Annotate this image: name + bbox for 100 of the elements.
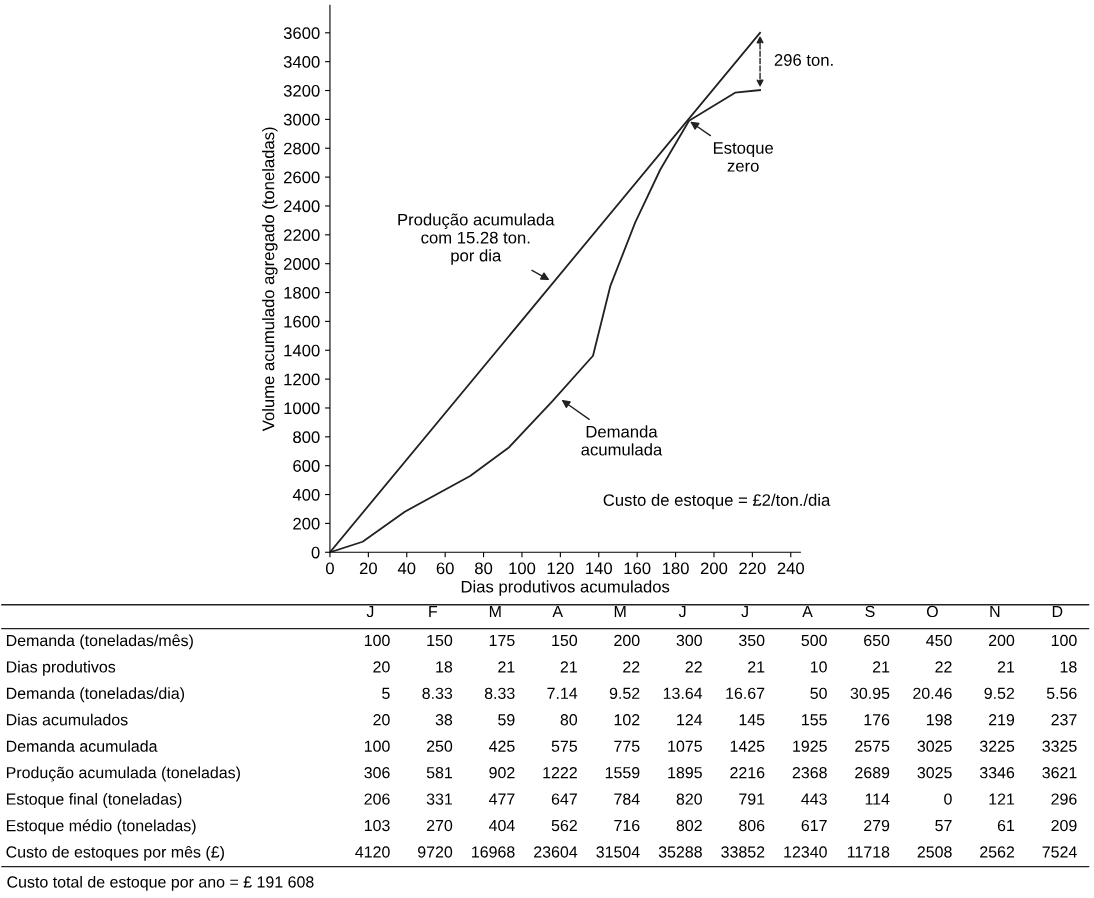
data-label: 617 (801, 819, 827, 832)
x-tick-label: 240 (777, 562, 805, 575)
x-tick-label: 160 (624, 562, 651, 575)
data-label: 21 (748, 661, 765, 673)
x-tick-label: 120 (547, 562, 574, 575)
data-label: 22 (935, 661, 952, 673)
data-label: 7.14 (547, 687, 578, 699)
data-label: 33852 (721, 846, 765, 858)
data-label: 31504 (596, 846, 640, 858)
data-label: 331 (426, 793, 453, 805)
data-label: 477 (488, 793, 515, 805)
data-label: 16968 (472, 846, 515, 858)
data-label: 100 (364, 634, 390, 647)
data-label: 562 (551, 819, 577, 832)
data-label: 3621 (1042, 767, 1077, 779)
data-label: 198 (926, 714, 952, 726)
data-label: 35288 (658, 846, 702, 858)
y-tick-label: 1800 (284, 286, 320, 299)
data-label: 1895 (668, 767, 702, 779)
data-label: 806 (739, 819, 765, 832)
data-label: 21 (997, 661, 1015, 673)
data-label: 1925 (793, 740, 827, 752)
data-label: 1425 (730, 740, 765, 752)
data-label: 9.52 (609, 687, 640, 699)
data-label: 4120 (355, 846, 390, 858)
data-label: 300 (676, 634, 702, 647)
x-tick-label: 0 (325, 562, 334, 575)
x-tick-label: 220 (739, 562, 766, 575)
x-tick-label: M (614, 605, 626, 617)
data-label: 2508 (917, 846, 952, 858)
y-tick-label: Dias acumulados (6, 713, 128, 726)
data-label: 22 (685, 661, 702, 673)
x-tick-label: O (926, 605, 938, 618)
data-label: 8.33 (484, 687, 515, 699)
y-tick-label: Estoque final (toneladas) (6, 793, 182, 808)
data-label: 270 (426, 819, 453, 832)
data-label: 12340 (784, 846, 827, 858)
y-tick-label: 2200 (283, 229, 320, 242)
data-label: 1222 (543, 767, 577, 779)
data-label: 21 (498, 661, 515, 673)
y-tick-label: 1200 (284, 373, 320, 386)
data-label: 2689 (855, 767, 890, 779)
x-tick-label: J (678, 605, 686, 618)
data-label: 80 (560, 714, 578, 726)
y-tick-label: 2000 (283, 258, 320, 270)
y-tick-label: 1400 (284, 344, 320, 357)
data-label: 9.52 (984, 687, 1015, 699)
data-label: 500 (801, 634, 827, 647)
text: Custo total de estoque por ano = £ 191 608 (7, 875, 314, 891)
data-label: 20 (373, 714, 390, 726)
data-label: 209 (1051, 819, 1077, 832)
data-label: 150 (427, 634, 453, 647)
data-label: 59 (498, 714, 515, 726)
data-label: 237 (1051, 714, 1077, 726)
data-label: 775 (614, 740, 640, 752)
data-label: 279 (864, 819, 890, 832)
data-label: 121 (989, 793, 1015, 805)
y-tick-label: 2400 (283, 200, 320, 213)
y-tick-label: 600 (293, 460, 320, 472)
data-label: 350 (739, 634, 765, 647)
y-tick-label: 1000 (284, 402, 320, 415)
data-label: 250 (426, 740, 453, 752)
data-label: 175 (489, 634, 515, 647)
y-tick-label: 0 (311, 546, 320, 559)
data-label: 16.67 (726, 687, 765, 699)
data-label: 61 (997, 819, 1015, 832)
y-tick-label: 3600 (283, 27, 320, 40)
x-tick-label: J (741, 605, 748, 618)
data-label: 100 (1051, 634, 1077, 647)
x-tick-label: 40 (397, 562, 416, 575)
y-tick-label: Demanda acumulada (6, 740, 158, 752)
data-label: 650 (864, 634, 890, 647)
data-label: 3025 (917, 740, 952, 752)
y-axis-title: Volume acumulado agregado (toneladas) (262, 127, 278, 432)
x-axis-title: Dias produtivos acumulados (461, 580, 670, 596)
data-label: 425 (488, 740, 515, 752)
y-tick-label: Custo de estoques por mês (£) (6, 845, 224, 861)
y-tick-label: 800 (293, 431, 320, 444)
data-label: 20.46 (913, 687, 952, 699)
data-label: 102 (614, 714, 640, 726)
data-label: 2368 (792, 767, 827, 779)
x-tick-label: N (990, 605, 1000, 617)
data-label: 18 (436, 661, 453, 673)
y-tick-label: Produção acumulada (toneladas) (6, 766, 240, 782)
data-label: 5 (382, 687, 390, 699)
data-label: 2575 (855, 740, 890, 752)
data-label: 9720 (418, 846, 453, 858)
x-tick-label: 20 (359, 562, 377, 575)
y-tick-label: Dias produtivos (6, 660, 116, 676)
y-tick-label: 3000 (283, 113, 320, 126)
data-label: 3325 (1042, 740, 1077, 752)
data-label: 1075 (668, 740, 702, 752)
data-label: 21 (872, 661, 890, 673)
data-label: 3025 (917, 767, 952, 779)
data-label: 114 (865, 793, 890, 805)
data-label: 820 (676, 793, 702, 805)
data-label: 3346 (979, 767, 1015, 779)
annotation: Demanda acumulada (581, 425, 663, 456)
x-tick-label: 140 (586, 562, 613, 575)
data-label: 2216 (730, 767, 765, 779)
